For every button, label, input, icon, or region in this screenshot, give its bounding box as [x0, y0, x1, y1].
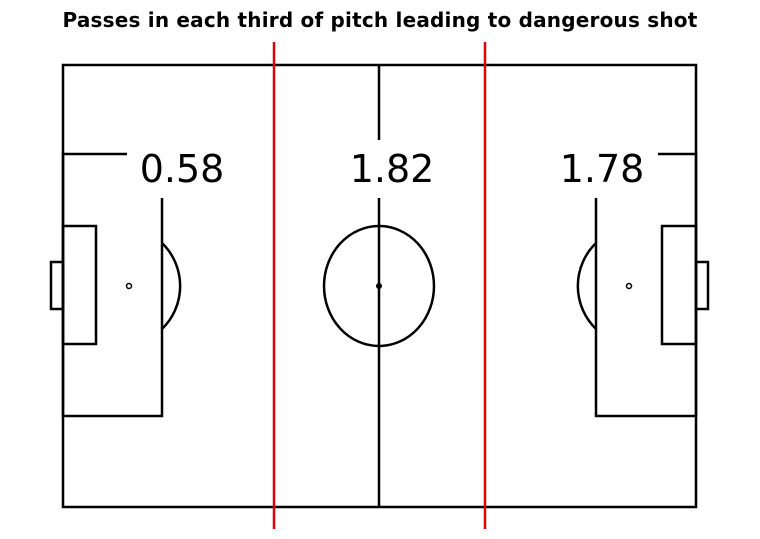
- chart-title: Passes in each third of pitch leading to…: [62, 8, 698, 32]
- right-goal: [694, 260, 710, 311]
- right-goal-area: [660, 224, 698, 346]
- value-bg-left: [127, 140, 237, 198]
- left-penalty-spot: [125, 282, 133, 290]
- left-penalty-arc: [161, 242, 182, 330]
- right-penalty-spot: [625, 282, 633, 290]
- third-value-attacking: 1.78: [560, 147, 645, 191]
- value-bg-right: [548, 140, 658, 198]
- value-bg-middle: [338, 140, 448, 198]
- third-value-middle: 1.82: [350, 147, 435, 191]
- left-goal-area: [61, 224, 98, 346]
- third-value-defensive: 0.58: [140, 147, 225, 191]
- center-circle: [322, 224, 436, 348]
- left-goal: [49, 260, 65, 311]
- right-penalty-arc: [576, 242, 597, 330]
- center-spot: [376, 283, 382, 289]
